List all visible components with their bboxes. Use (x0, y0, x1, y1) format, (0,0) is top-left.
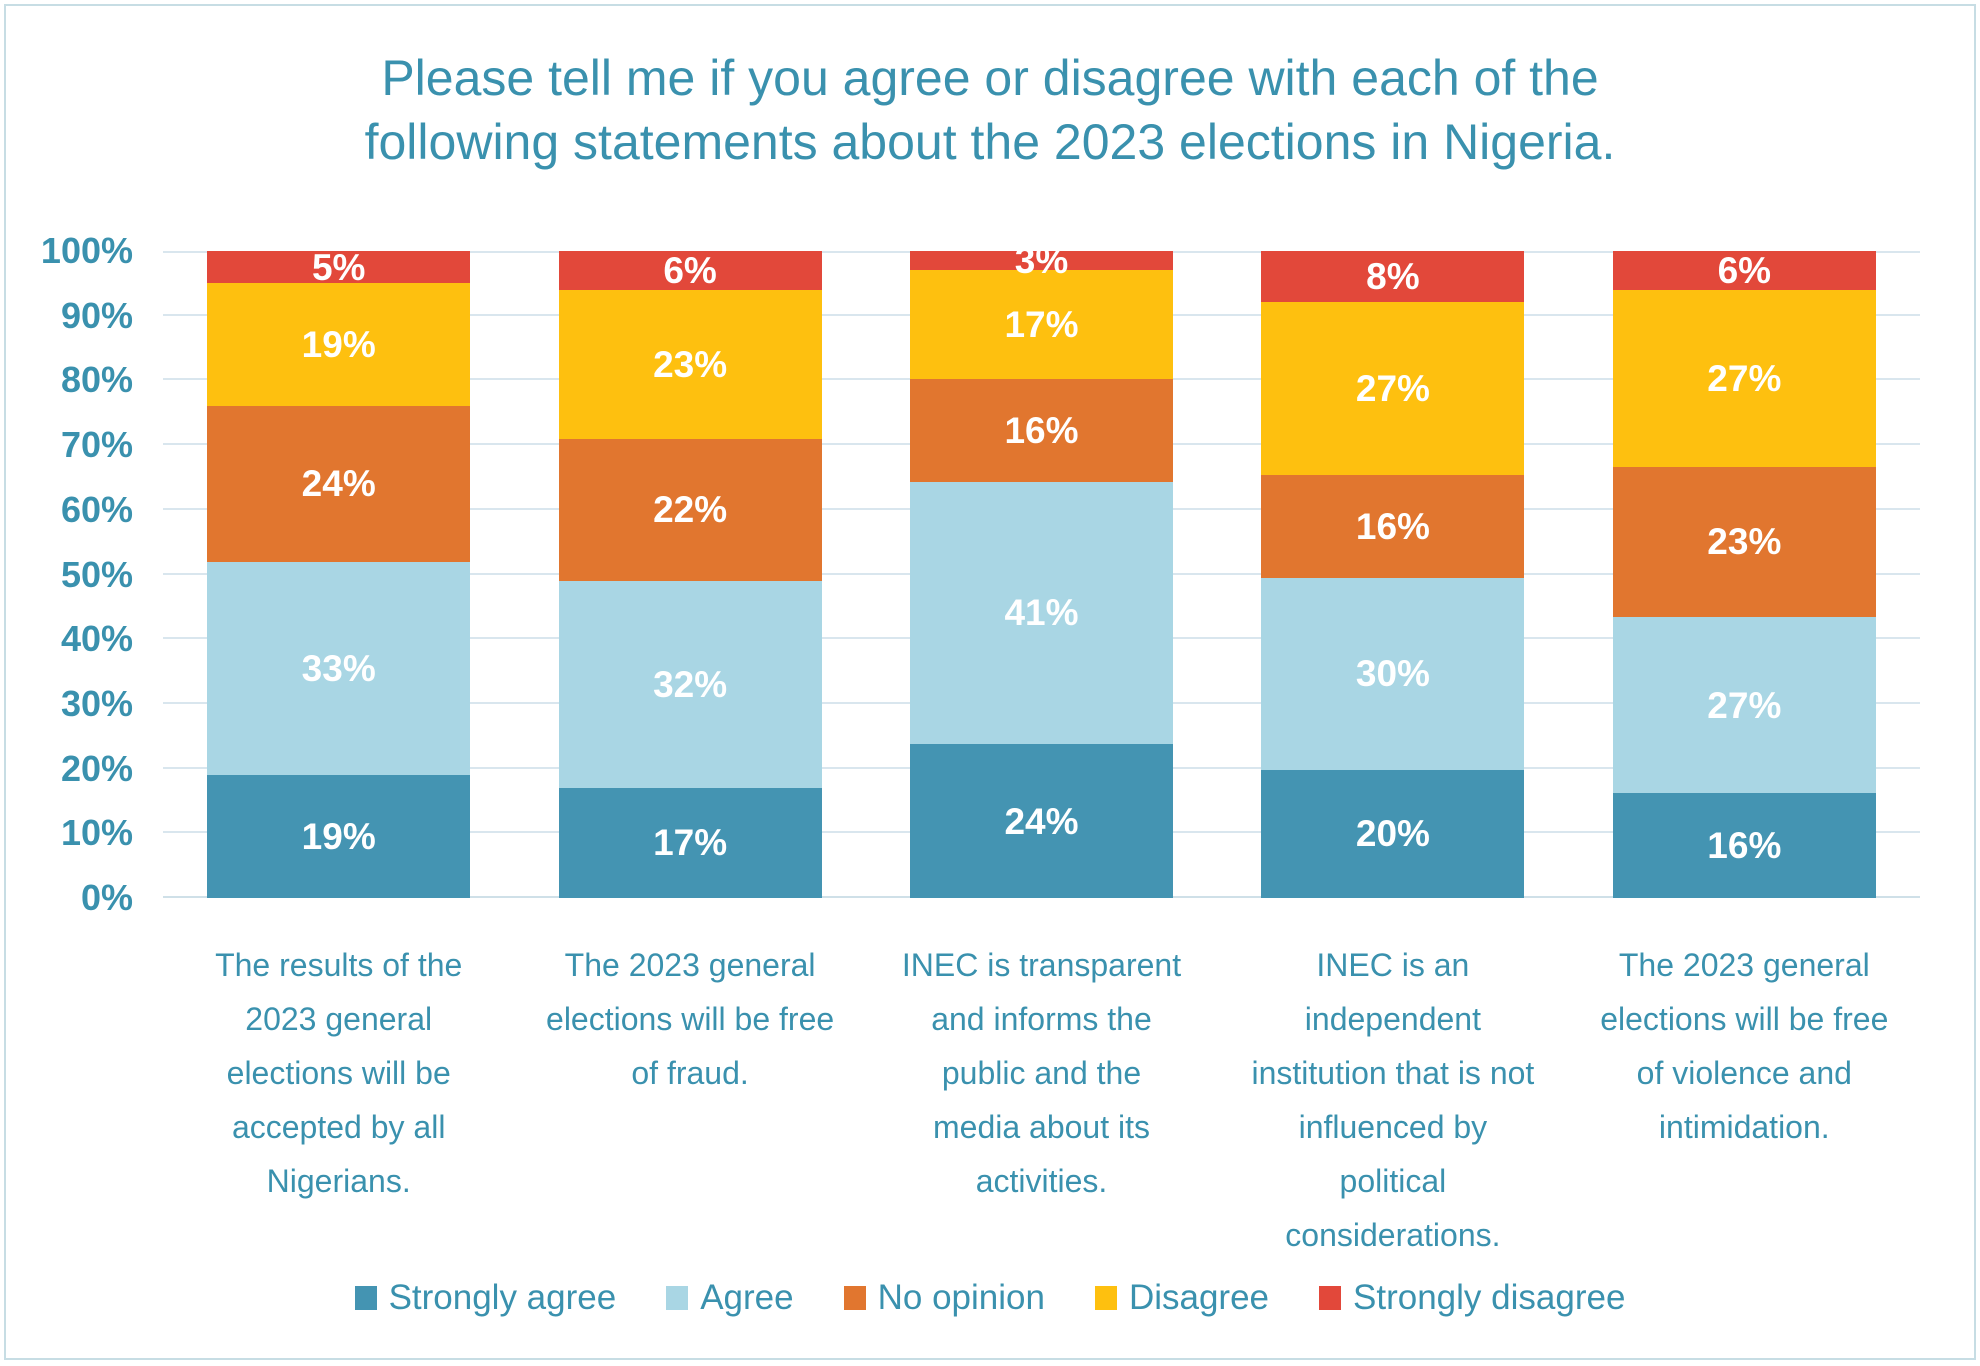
bar-segment-disagree: 27% (1261, 302, 1525, 476)
bar-column: 8% 27% 16% 30% 20% (1261, 251, 1525, 898)
y-axis-tick-label: 80% (60, 359, 133, 401)
segment-value-label: 16% (1355, 505, 1430, 547)
bar-segment-strongly-agree: 16% (1612, 793, 1876, 898)
legend-label: Strongly agree (388, 1278, 617, 1317)
bar-column: 6% 27% 23% 27% 16% (1612, 250, 1876, 898)
bar-segment-disagree: 19% (207, 283, 471, 407)
bar-column: 3% 17% 16% 41% 24% (910, 242, 1174, 898)
legend-item-disagree: Disagree (1094, 1278, 1270, 1318)
segment-value-label: 3% (1014, 240, 1069, 282)
bar-segment-agree: 33% (207, 561, 471, 776)
y-axis-tick-label: 0% (80, 877, 133, 918)
y-axis-tick-label: 100% (40, 230, 133, 271)
bar-segment-agree: 32% (558, 580, 822, 788)
segment-value-label: 16% (1004, 409, 1079, 451)
y-axis-tick-label: 20% (60, 747, 133, 789)
category-axis-label: The 2023 general elections will be free … (546, 947, 835, 1091)
bar-segment-strongly-agree: 20% (1261, 769, 1525, 898)
bars-layer: 5% 19% 24% 33% 19% 6% 23% 22% 32% 17% 3% 17% 16% 41% 2… (163, 242, 1920, 898)
legend-label: Agree (700, 1278, 794, 1317)
bar-segment-strongly-agree: 24% (910, 744, 1174, 898)
y-axis-tick-label: 70% (60, 424, 133, 466)
bar-segment-no-opinion: 22% (558, 438, 822, 581)
legend-item-agree: Agree (666, 1278, 794, 1318)
legend-item-no-opinion: No opinion (843, 1278, 1045, 1318)
bar-segment-strongly-agree: 17% (558, 787, 822, 898)
segment-value-label: 16% (1707, 825, 1782, 867)
segment-value-label: 5% (311, 246, 366, 288)
segment-value-label: 17% (1004, 304, 1079, 346)
legend-color-swatch (1094, 1286, 1117, 1310)
legend-item-strongly-agree: Strongly agree (354, 1278, 617, 1318)
bar-column: 6% 23% 22% 32% 17% (558, 249, 822, 898)
y-axis-tick-label: 60% (60, 488, 133, 530)
segment-value-label: 23% (653, 343, 728, 385)
bar-column: 5% 19% 24% 33% 19% (207, 246, 471, 898)
bar-segment-strongly-disagree: 8% (1261, 251, 1525, 303)
bar-segment-disagree: 23% (558, 289, 822, 439)
bar-segment-strongly-disagree: 5% (207, 246, 471, 288)
segment-value-label: 41% (1004, 592, 1079, 634)
bar-segment-strongly-agree: 19% (207, 775, 471, 898)
segment-value-label: 27% (1707, 684, 1782, 726)
segment-value-label: 19% (301, 815, 376, 857)
segment-value-label: 19% (301, 324, 376, 366)
segment-value-label: 24% (301, 463, 376, 505)
segment-value-label: 27% (1707, 357, 1782, 399)
segment-value-label: 20% (1355, 813, 1430, 855)
legend: Strongly agree Agree No opinion Disagree Str… (0, 1278, 1980, 1318)
segment-value-label: 6% (1717, 250, 1772, 292)
chart-title: Please tell me if you agree or disagree … (364, 50, 1616, 170)
bar-segment-no-opinion: 24% (207, 406, 471, 562)
category-axis-label: The results of the 2023 general election… (215, 947, 463, 1199)
legend-color-swatch (1319, 1286, 1342, 1310)
legend-item-strongly-disagree: Strongly disagree (1319, 1278, 1625, 1318)
bar-segment-agree: 41% (910, 481, 1174, 745)
bar-slot: 3% 17% 16% 41% 24% (866, 242, 1217, 898)
segment-value-label: 22% (653, 489, 728, 531)
plot-area: 5% 19% 24% 33% 19% 6% 23% 22% 32% 17% 3% 17% 16% 41% 2… (163, 242, 1920, 898)
legend-label: Disagree (1128, 1278, 1270, 1317)
segment-value-label: 33% (301, 647, 376, 689)
bar-segment-strongly-disagree: 6% (1612, 250, 1876, 292)
legend-label: No opinion (877, 1278, 1045, 1317)
segment-value-label: 32% (653, 663, 728, 705)
bar-segment-no-opinion: 23% (1612, 466, 1876, 617)
legend-color-swatch (843, 1286, 866, 1310)
bar-segment-agree: 27% (1612, 616, 1876, 794)
bar-segment-strongly-disagree: 6% (558, 249, 822, 291)
bar-segment-strongly-disagree: 3% (910, 242, 1174, 279)
bar-segment-no-opinion: 16% (1261, 475, 1525, 578)
legend-color-swatch (666, 1286, 689, 1310)
y-axis-tick-label: 10% (60, 812, 133, 854)
bar-segment-no-opinion: 16% (910, 379, 1174, 482)
bar-segment-disagree: 27% (1612, 290, 1876, 467)
segment-value-label: 30% (1355, 653, 1430, 695)
segment-value-label: 23% (1707, 521, 1782, 563)
bar-slot: 6% 23% 22% 32% 17% (514, 251, 865, 898)
legend-label: Strongly disagree (1353, 1278, 1626, 1317)
y-axis-tick-label: 30% (60, 682, 133, 724)
bar-slot: 8% 27% 16% 30% 20% (1217, 251, 1568, 898)
segment-value-label: 27% (1355, 368, 1430, 410)
category-axis-label: INEC is transparent and informs the publ… (901, 947, 1182, 1199)
bar-segment-agree: 30% (1261, 577, 1525, 770)
bar-slot: 5% 19% 24% 33% 19% (163, 246, 514, 898)
y-axis-tick-label: 50% (60, 553, 133, 595)
bar-slot: 6% 27% 23% 27% 16% (1569, 251, 1920, 898)
legend-color-swatch (354, 1286, 377, 1310)
y-axis-tick-label: 40% (60, 618, 133, 660)
segment-value-label: 8% (1366, 256, 1420, 298)
y-axis-tick-label: 90% (60, 294, 133, 336)
segment-value-label: 6% (663, 249, 717, 291)
segment-value-label: 17% (653, 822, 728, 864)
category-axis-label: INEC is an independent institution that … (1251, 947, 1535, 1253)
segment-value-label: 24% (1004, 800, 1079, 842)
bar-segment-disagree: 17% (910, 270, 1174, 380)
category-axis-label: The 2023 general elections will be free … (1600, 947, 1889, 1145)
